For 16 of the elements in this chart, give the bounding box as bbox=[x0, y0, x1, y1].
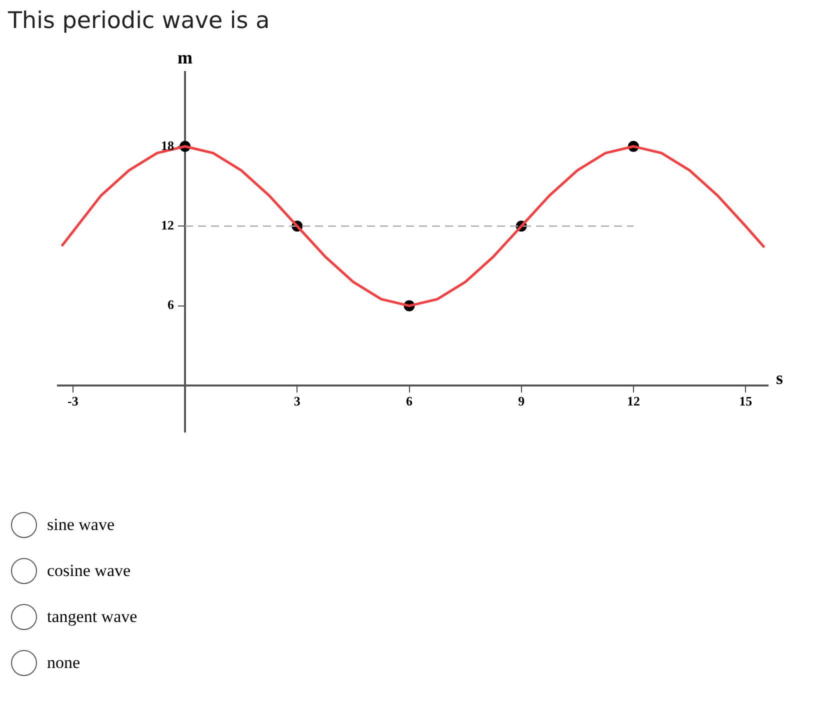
chart-title: This periodic wave is a bbox=[8, 8, 271, 34]
x-tick-label: 12 bbox=[626, 394, 640, 409]
x-tick-label: 9 bbox=[518, 394, 526, 409]
x-tick-label: -3 bbox=[68, 394, 79, 409]
y-tick-label: 6 bbox=[168, 297, 175, 312]
text: none bbox=[47, 653, 80, 673]
x-axis-title: s bbox=[776, 368, 784, 388]
text: cosine wave bbox=[47, 561, 131, 581]
y-tick-label: 18 bbox=[161, 138, 175, 153]
text: sine wave bbox=[47, 515, 115, 535]
x-tick-label: 15 bbox=[739, 394, 753, 409]
x-tick-label: 3 bbox=[294, 394, 301, 409]
y-tick-label: 12 bbox=[161, 217, 174, 232]
x-tick-label: 6 bbox=[406, 394, 414, 409]
y-axis-title: m bbox=[178, 48, 193, 68]
text: tangent wave bbox=[47, 607, 138, 627]
